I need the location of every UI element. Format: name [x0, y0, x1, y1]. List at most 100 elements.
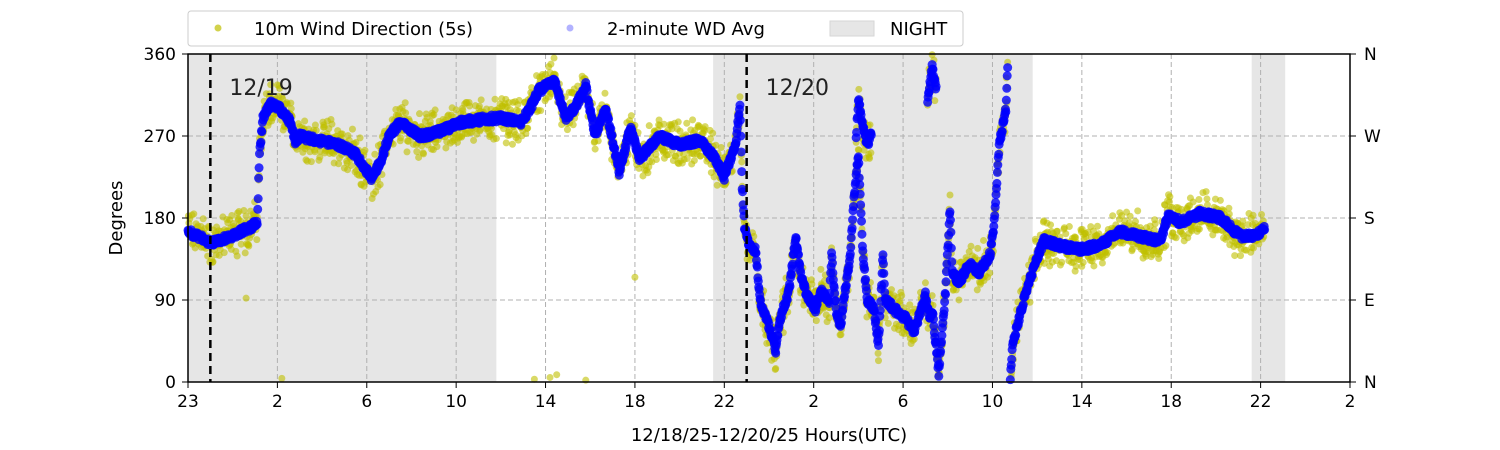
wd5s-point	[491, 95, 499, 103]
avg-point	[848, 215, 858, 225]
wd5s-point	[515, 107, 523, 115]
wd5s-point	[898, 291, 906, 299]
wd5s-point	[627, 112, 635, 120]
wd5s-point	[884, 319, 892, 327]
avg-point	[875, 305, 885, 315]
wd5s-point	[524, 124, 532, 132]
wd5s-point	[553, 371, 561, 379]
wd5s-point	[361, 146, 369, 154]
wd5s-point	[967, 242, 975, 250]
wd5s-point	[668, 125, 676, 133]
wd5s-point	[347, 161, 355, 169]
wd5s-point	[1239, 217, 1247, 225]
avg-point	[879, 279, 889, 289]
y-tick-label: 180	[144, 209, 176, 229]
date-marker-label: 12/20	[766, 76, 829, 101]
wd5s-point	[710, 173, 718, 181]
wd5s-point	[311, 121, 319, 129]
wd5s-point	[713, 181, 721, 189]
avg-point	[771, 348, 781, 358]
wd5s-point	[1126, 212, 1134, 220]
wd5s-point	[594, 137, 602, 145]
avg-point	[941, 277, 951, 287]
avg-point	[873, 340, 883, 350]
wd5s-point	[855, 146, 863, 154]
wd5s-point	[986, 269, 994, 277]
wd5s-point	[1162, 242, 1170, 250]
x-tick-label: 2	[1345, 392, 1356, 412]
wd5s-point	[1109, 212, 1117, 220]
wd5s-point	[537, 107, 545, 115]
wd5s-point	[502, 139, 510, 147]
avg-point	[936, 346, 946, 356]
wd5s-point	[736, 93, 744, 101]
x-tick-label: 22	[713, 392, 735, 412]
avg-point	[866, 130, 876, 140]
y2-tick-label: S	[1364, 209, 1375, 229]
avg-point	[879, 268, 889, 278]
wd5s-point	[530, 375, 538, 383]
avg-point	[934, 371, 944, 381]
avg-point	[827, 258, 837, 268]
wd5s-point	[466, 102, 474, 110]
avg-point	[941, 289, 951, 299]
avg-point	[1001, 107, 1011, 117]
wd5s-point	[242, 212, 250, 220]
wd5s-point	[492, 135, 500, 143]
avg-point	[858, 246, 868, 256]
wd5s-point	[887, 286, 895, 294]
wd5s-point	[237, 240, 245, 248]
avg-point	[935, 359, 945, 369]
avg-point	[855, 189, 865, 199]
wd5s-point	[664, 151, 672, 159]
wd5s-point	[1249, 211, 1257, 219]
avg-point	[878, 259, 888, 269]
avg-point	[254, 163, 264, 173]
wd5s-point	[866, 154, 874, 162]
wd5s-point	[1203, 201, 1211, 209]
avg-point	[830, 288, 840, 298]
wd5s-point	[1058, 258, 1066, 266]
avg-point	[991, 198, 1001, 208]
avg-point	[1005, 375, 1015, 385]
avg-series	[183, 60, 1270, 385]
wd5s-point	[245, 242, 253, 250]
avg-point	[607, 130, 617, 140]
wd5s-point	[401, 99, 409, 107]
wd5s-point	[706, 135, 714, 143]
wd5s-point	[709, 129, 717, 137]
wd5s-point	[717, 144, 725, 152]
wd5s-point	[1131, 217, 1139, 225]
wd5s-point	[420, 150, 428, 158]
wd5s-point	[287, 99, 295, 107]
wd5s-point	[1062, 230, 1070, 238]
wd5s-point	[660, 120, 668, 128]
wd5s-point	[697, 152, 705, 160]
wd5s-point	[413, 148, 421, 156]
wd5s-point	[1026, 298, 1034, 306]
wd5s-point	[645, 122, 653, 130]
avg-point	[986, 249, 996, 259]
avg-point	[945, 215, 955, 225]
avg-point	[874, 326, 884, 336]
wd5s-point	[1166, 193, 1174, 201]
wd5s-point	[644, 169, 652, 177]
x-tick-label: 23	[177, 392, 199, 412]
avg-point	[252, 219, 262, 229]
wd5s-point	[338, 130, 346, 138]
wd5s-point	[674, 118, 682, 126]
wd5s-point	[867, 149, 875, 157]
avg-point	[737, 167, 747, 177]
avg-point	[253, 194, 263, 204]
avg-point	[791, 233, 801, 243]
avg-point	[751, 248, 761, 258]
avg-point	[945, 207, 955, 217]
avg-point	[946, 243, 956, 253]
wd5s-point	[1093, 222, 1101, 230]
avg-point	[857, 216, 867, 226]
wd5s-point	[1225, 204, 1233, 212]
wd5s-point	[1216, 196, 1224, 204]
wd5s-point	[817, 265, 825, 273]
y2-tick-label: W	[1364, 127, 1381, 147]
